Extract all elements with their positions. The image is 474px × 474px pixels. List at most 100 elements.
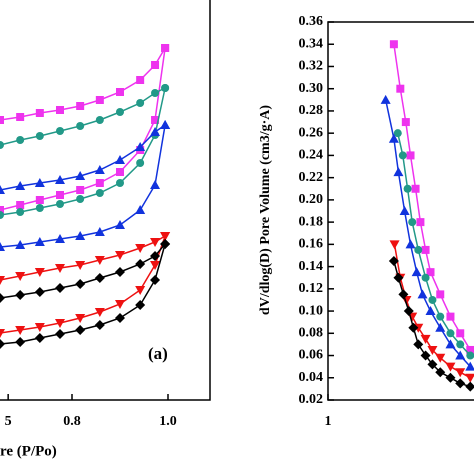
right-frame	[327, 21, 474, 401]
marker	[388, 133, 399, 143]
marker	[0, 185, 5, 194]
x-tick-label: 1	[325, 414, 332, 429]
y-tick-label: 0.04	[299, 370, 324, 385]
y-tick-label: 0.20	[299, 192, 324, 207]
y-tick-label: 0.14	[299, 259, 324, 274]
marker	[94, 256, 105, 265]
marker	[16, 201, 25, 209]
series-line	[0, 87, 166, 216]
marker	[35, 132, 44, 140]
y-tick-label: 0.28	[299, 103, 324, 118]
marker	[417, 289, 428, 299]
marker	[115, 300, 125, 309]
marker	[466, 351, 474, 360]
series-line	[0, 124, 166, 248]
y-axis-label: dV/dlog(D) Pore Volume (cm3/g·A)	[258, 105, 273, 315]
marker	[135, 244, 146, 253]
marker	[15, 181, 26, 190]
marker	[56, 106, 64, 114]
marker	[75, 261, 86, 270]
marker	[75, 314, 86, 323]
series-line	[0, 124, 166, 191]
marker	[0, 329, 5, 338]
y-tick-label: 0.10	[299, 303, 324, 318]
marker	[34, 237, 45, 246]
marker	[414, 245, 423, 254]
y-tick-label: 0.16	[299, 237, 324, 252]
marker	[151, 89, 160, 97]
marker	[15, 272, 26, 281]
marker	[95, 179, 104, 187]
marker	[408, 322, 419, 333]
marker	[0, 293, 5, 303]
marker	[55, 283, 65, 293]
marker	[150, 251, 161, 261]
marker	[76, 102, 85, 110]
marker	[55, 234, 65, 243]
marker	[34, 323, 45, 332]
marker	[389, 40, 398, 49]
marker	[15, 290, 26, 300]
marker	[411, 267, 422, 277]
marker	[435, 353, 446, 363]
marker	[446, 329, 455, 338]
marker	[0, 116, 4, 124]
marker	[115, 313, 125, 323]
marker	[421, 245, 430, 254]
marker	[426, 268, 435, 277]
marker	[401, 118, 410, 127]
marker	[115, 251, 125, 260]
y-tick-label: 0.34	[299, 36, 324, 51]
marker	[435, 322, 446, 332]
marker	[406, 151, 415, 160]
y-tick-label: 0.30	[299, 81, 324, 96]
marker	[116, 168, 124, 176]
marker	[420, 350, 431, 361]
x-tick-label: 5	[5, 414, 12, 429]
marker	[160, 120, 171, 129]
marker	[428, 295, 437, 304]
marker	[455, 378, 466, 389]
marker	[150, 238, 161, 247]
marker	[94, 273, 105, 283]
marker	[15, 240, 26, 249]
marker	[34, 333, 45, 343]
y-tick-label: 0.06	[299, 348, 324, 363]
marker	[76, 186, 85, 194]
marker	[455, 350, 466, 360]
marker	[150, 261, 161, 270]
annotation: (a)	[148, 344, 168, 363]
marker	[16, 136, 25, 144]
marker	[95, 96, 104, 104]
marker	[76, 122, 85, 130]
marker	[151, 61, 160, 69]
marker	[413, 339, 424, 350]
series-line	[0, 47, 166, 121]
marker	[95, 116, 104, 124]
marker	[76, 195, 85, 203]
marker	[0, 276, 5, 285]
marker	[94, 165, 105, 174]
y-tick-label: 0.32	[299, 59, 324, 74]
marker	[116, 108, 124, 116]
left-frame	[0, 0, 211, 401]
marker	[398, 151, 407, 160]
marker	[75, 171, 86, 180]
marker	[75, 325, 86, 335]
marker	[56, 127, 64, 135]
marker	[399, 206, 410, 215]
marker	[135, 205, 146, 214]
marker	[150, 275, 161, 285]
marker	[393, 167, 404, 177]
marker	[465, 373, 474, 383]
marker	[455, 368, 466, 378]
marker	[445, 372, 456, 383]
series-line	[0, 235, 166, 281]
marker	[55, 329, 65, 339]
x-axis-label: re (P/Po)	[0, 443, 57, 459]
marker	[136, 159, 145, 167]
marker	[456, 329, 465, 338]
series-line	[0, 47, 166, 211]
marker	[425, 306, 436, 316]
marker	[435, 367, 446, 378]
